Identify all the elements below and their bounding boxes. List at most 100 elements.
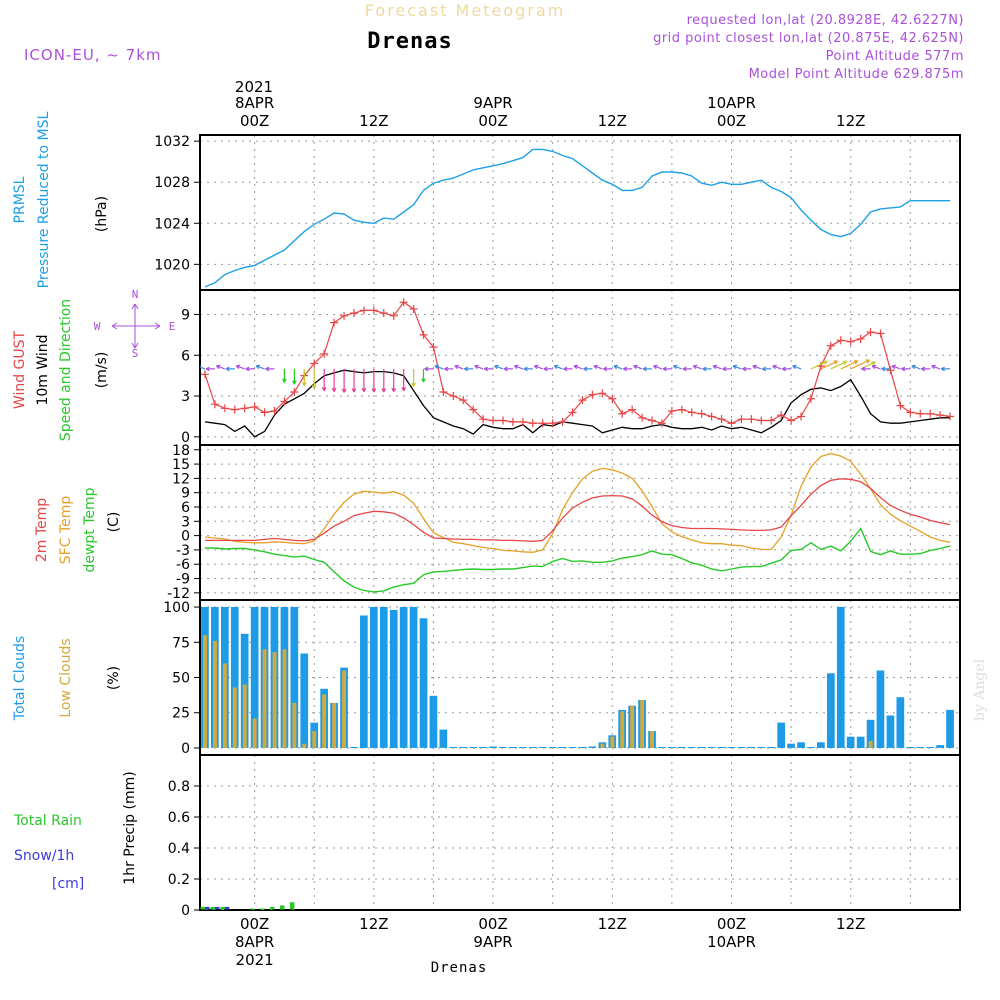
precip-labels: Total Rain Snow/1h [cm] 1hr Precip (mm)	[13, 771, 138, 892]
wind-arrow	[732, 364, 742, 370]
wind-arrow	[613, 364, 623, 370]
wind-arrow	[820, 360, 839, 370]
wind-gust-label: Wind GUST	[12, 330, 28, 409]
total-cloud-bar	[419, 618, 428, 748]
prmsl-label: PRMSL	[12, 176, 28, 223]
bottom-time-label: 00Z	[478, 915, 507, 933]
total-cloud-bar	[499, 747, 507, 748]
y-tick-label: 1020	[154, 257, 190, 273]
wind-arrow	[742, 366, 752, 372]
y-tick-label: 9	[181, 307, 190, 323]
gust-marker	[409, 305, 418, 314]
gust-marker	[697, 409, 706, 418]
wind-arrow	[424, 366, 434, 372]
total-clouds-label: Total Clouds	[12, 636, 28, 721]
low-cloud-bar	[610, 736, 615, 748]
wind-arrow	[292, 368, 297, 385]
gust-marker	[389, 311, 398, 320]
gust-marker	[747, 415, 756, 424]
top-time-label: 12Z	[598, 112, 627, 130]
low-cloud-bar	[222, 663, 227, 748]
gust-marker	[399, 298, 408, 307]
low-cloud-bar	[868, 740, 873, 748]
total-cloud-bar	[469, 747, 477, 748]
bottom-time-label: 00Z	[717, 915, 746, 933]
wind-10m-label: 10m Wind	[35, 334, 51, 405]
gust-marker	[727, 419, 736, 428]
temp-2m-series-line	[205, 478, 951, 542]
gust-marker	[230, 405, 239, 414]
low-cloud-bar	[600, 743, 605, 748]
wind-panel: 0 3 6 9	[181, 289, 961, 446]
sfc-temp-series-line	[204, 452, 951, 553]
wind-arrow	[920, 366, 931, 372]
temperature-labels: 2m Temp SFC Temp dewpt Temp (C)	[34, 487, 122, 572]
gust-marker	[936, 411, 945, 420]
compass-s: S	[132, 347, 139, 360]
rain-bar	[200, 906, 205, 910]
requested-coords: requested lon,lat (20.8928E, 42.6227N)	[687, 13, 964, 28]
total-cloud-bar	[846, 736, 855, 748]
total-cloud-bar	[697, 747, 706, 748]
location-title: Drenas	[367, 29, 452, 54]
pressure-panel: 1020 1024 1028 1032	[154, 134, 961, 291]
model-name: ICON-EU, ~ 7km	[24, 46, 162, 64]
y-tick-label: 3	[181, 514, 190, 530]
gust-marker	[836, 336, 845, 345]
gust-marker	[369, 306, 378, 315]
point-altitude: Point Altitude 577m	[826, 49, 964, 64]
low-cloud-bar	[242, 684, 247, 748]
wind-arrow	[871, 364, 881, 370]
gust-marker	[200, 370, 209, 379]
gust-markers	[200, 298, 955, 428]
y-tick-label: -3	[176, 543, 190, 559]
gust-marker	[916, 409, 925, 418]
total-cloud-bar	[250, 607, 259, 748]
wind-arrow	[301, 368, 307, 386]
y-tick-label: 0.2	[168, 872, 190, 888]
wind-arrow	[533, 364, 543, 370]
total-cloud-bar	[230, 607, 239, 748]
low-cloud-bar	[342, 670, 346, 748]
low-cloud-bar	[272, 652, 277, 748]
wind-arrow	[573, 364, 583, 370]
y-tick-label: 1032	[154, 134, 190, 150]
wind-arrow	[351, 368, 357, 393]
wind-arrow	[331, 368, 337, 392]
gust-marker	[290, 387, 299, 396]
forecast-title: Forecast Meteogram	[365, 1, 565, 20]
wind-arrow	[255, 364, 265, 370]
gust-marker	[330, 318, 339, 327]
gust-marker	[638, 413, 647, 422]
wind-arrow	[563, 366, 573, 372]
rain-bar	[280, 905, 285, 910]
gust-marker	[737, 415, 746, 424]
total-cloud-bar	[578, 747, 587, 748]
total-cloud-bar	[807, 747, 815, 748]
rain-bar	[220, 906, 225, 910]
low-cloud-bar	[640, 700, 645, 748]
wind-arrow	[401, 368, 407, 392]
gust-marker	[528, 419, 537, 428]
wind-arrow	[682, 366, 692, 372]
wind-arrow	[633, 364, 643, 370]
compass-w: W	[94, 320, 101, 333]
wind-arrow	[434, 364, 444, 370]
y-tick-label: 1024	[154, 216, 190, 232]
wind-arrow	[225, 366, 235, 372]
top-time-label: 12Z	[836, 112, 865, 130]
total-cloud-bar	[658, 747, 666, 748]
total-cloud-bar	[926, 747, 934, 748]
wind-arrow	[901, 366, 911, 372]
y-tick-label: 6	[181, 500, 190, 516]
wind-10m-series-line	[204, 369, 951, 438]
dewpt-temp-series-line	[205, 527, 951, 593]
gust-marker	[349, 309, 358, 318]
gust-marker	[250, 402, 259, 411]
y-tick-label: 1028	[154, 175, 190, 191]
gust-marker	[797, 412, 806, 421]
gust-marker	[558, 417, 567, 426]
snow-unit-label: [cm]	[52, 876, 84, 892]
temp-2m-label: 2m Temp	[34, 498, 50, 562]
y-tick-label: 0.8	[168, 779, 190, 795]
